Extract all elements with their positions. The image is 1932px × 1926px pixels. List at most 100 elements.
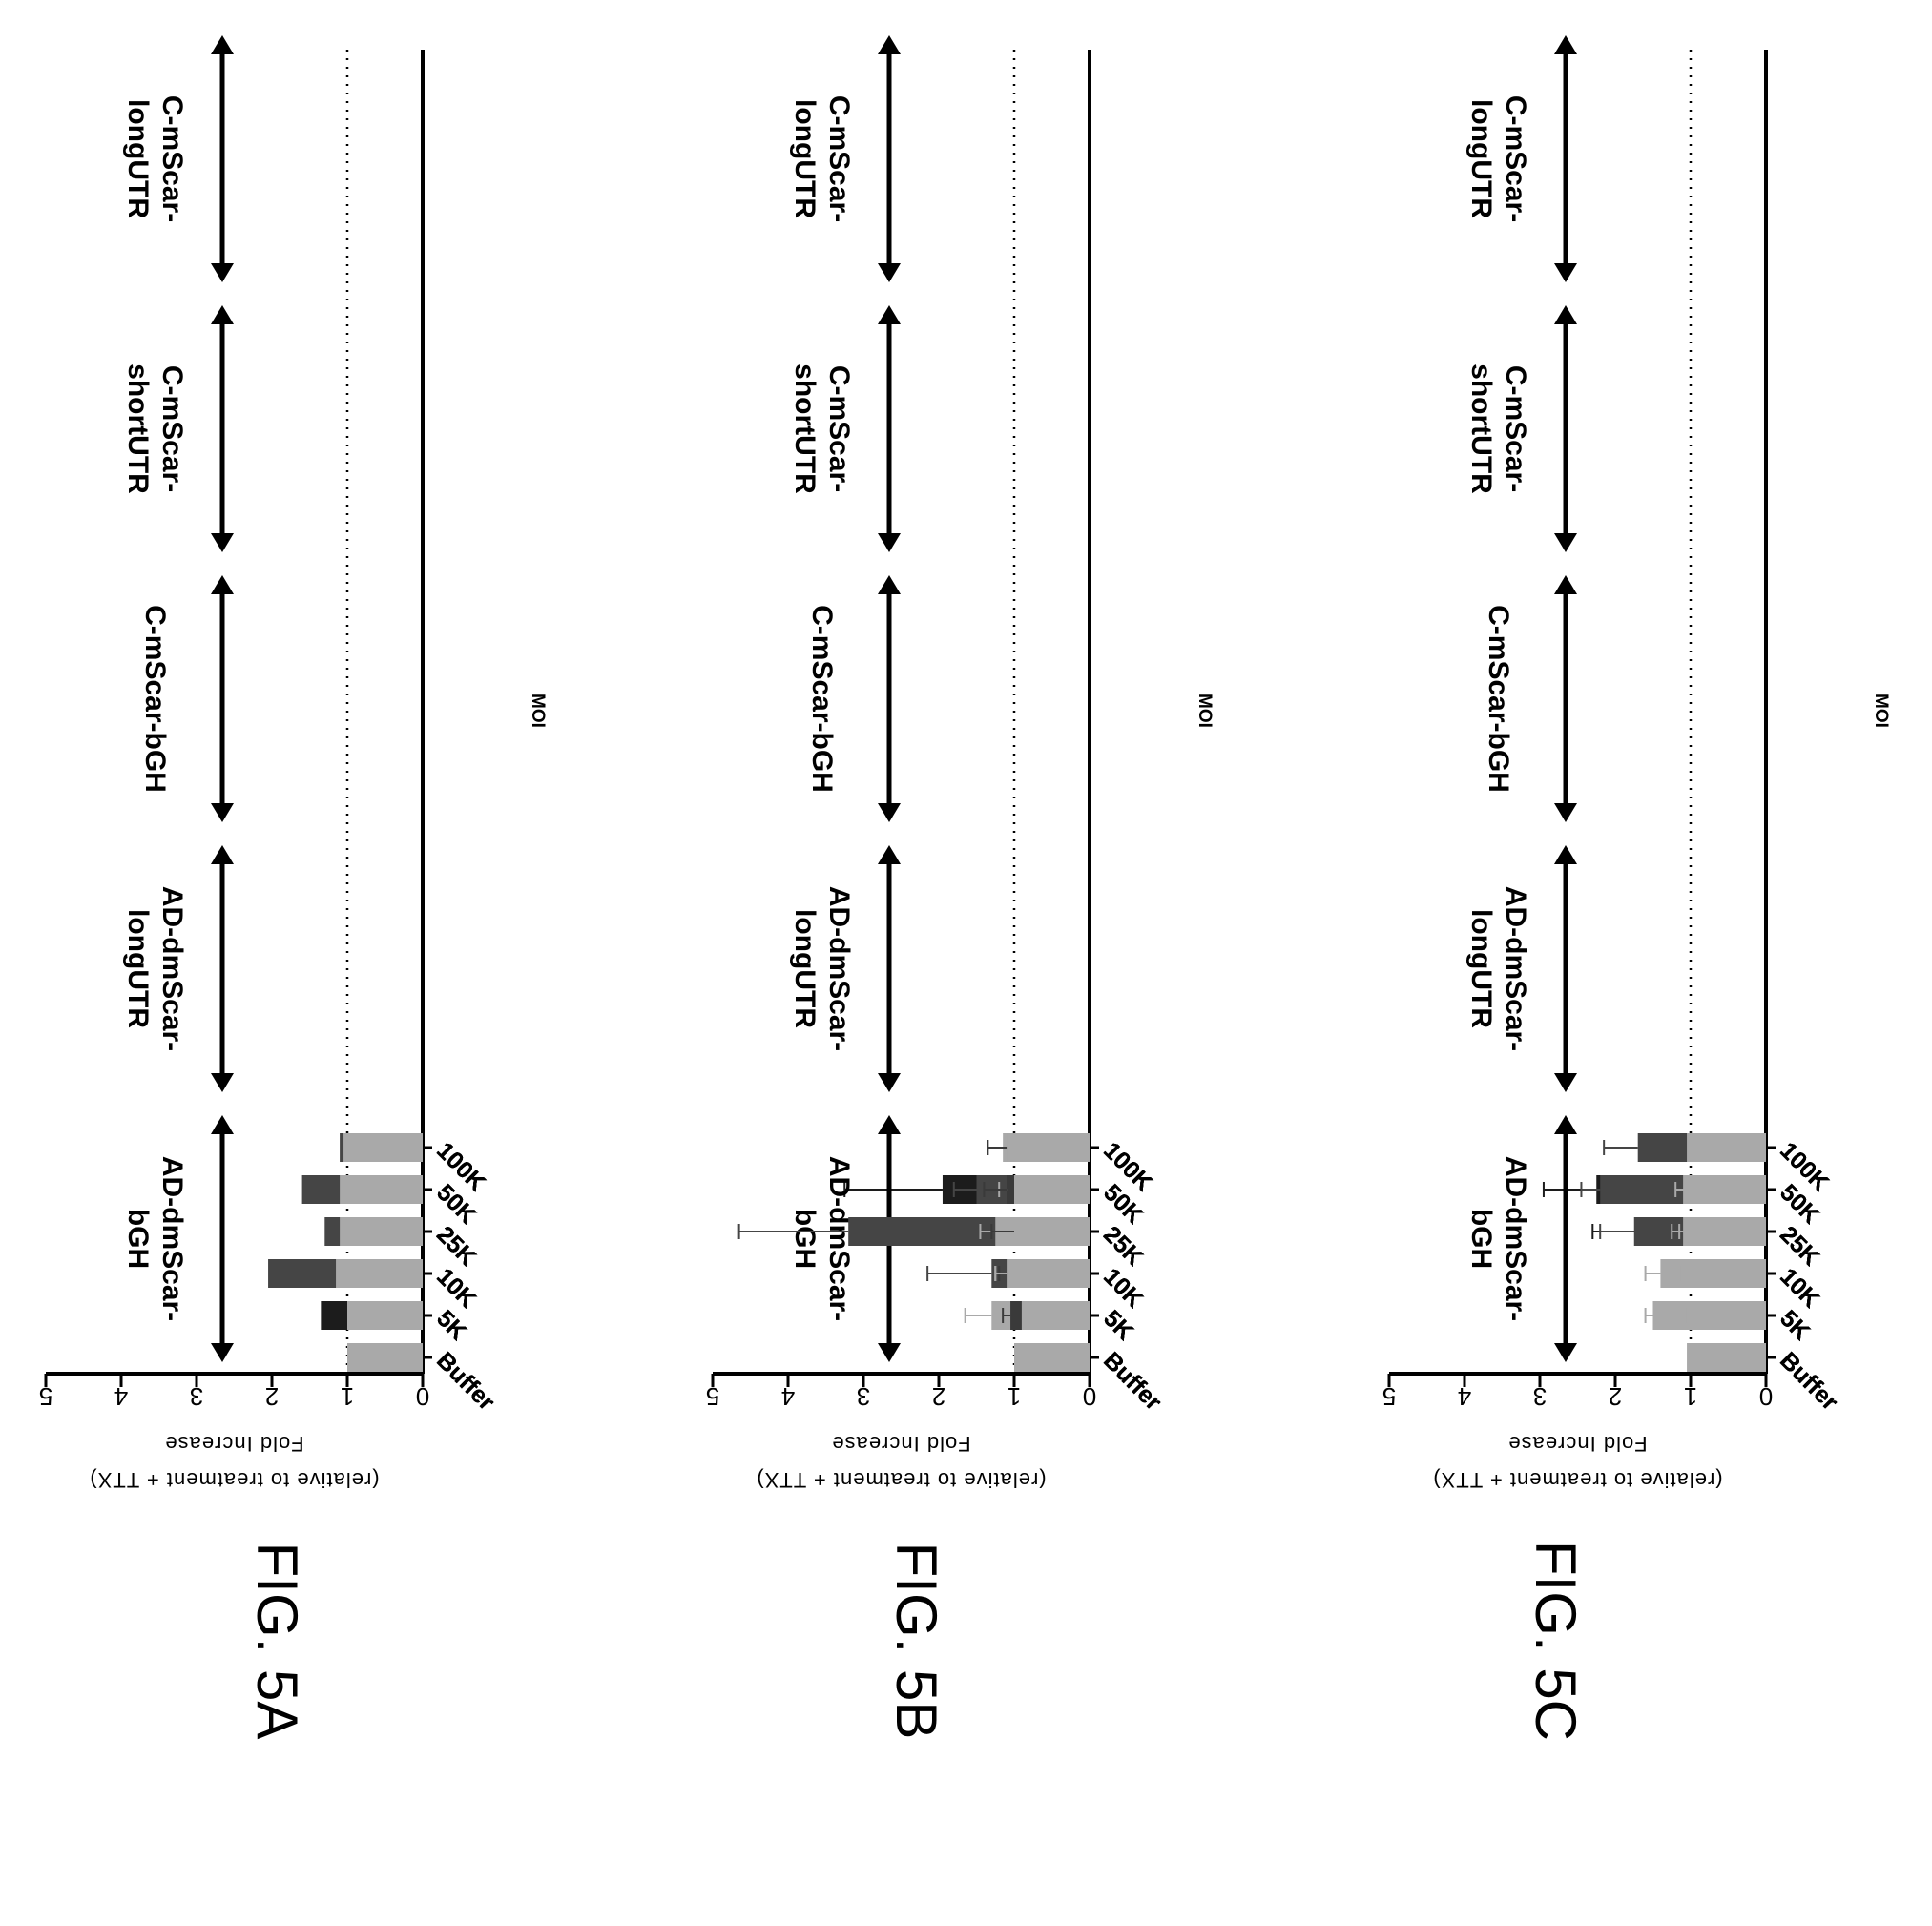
value-tick-label: 1 [1008, 1382, 1021, 1411]
bar [1683, 1217, 1766, 1246]
arrowhead-down-icon [211, 1073, 234, 1092]
value-axis: 0 1 2 3 4 5 Fold Increase (relative to treatmen… [1382, 1372, 1773, 1492]
value-tick-label: 3 [190, 1382, 203, 1411]
arrowhead-up-icon [211, 845, 234, 864]
group-label: C-mScar-longUTR [122, 95, 188, 222]
arrowhead-up-icon [211, 305, 234, 324]
bar [1687, 1343, 1766, 1372]
arrowhead-up-icon [878, 575, 901, 594]
value-tick-label: 3 [857, 1382, 870, 1411]
arrowhead-up-icon [878, 305, 901, 324]
arrowhead-up-icon [211, 575, 234, 594]
arrowhead-down-icon [878, 533, 901, 552]
category-tick-label: Buffer [1098, 1347, 1167, 1416]
group-label: C-mScar-shortUTR [789, 363, 855, 494]
group-label: C-mScar-longUTR [1465, 95, 1531, 222]
bar [336, 1259, 423, 1288]
arrowhead-down-icon [878, 803, 901, 822]
arrowhead-up-icon [1554, 845, 1577, 864]
arrowhead-down-icon [1554, 1073, 1577, 1092]
group-label: AD-dmScar-longUTR [789, 886, 855, 1051]
group-label: AD-dmScar-bGH [789, 1156, 855, 1321]
value-tick-label: 0 [1083, 1382, 1096, 1411]
bar [1691, 1133, 1766, 1162]
bar [343, 1133, 423, 1162]
arrowhead-down-icon [1554, 533, 1577, 552]
arrowhead-up-icon [211, 35, 234, 54]
arrowhead-down-icon [1554, 263, 1577, 282]
bar [1014, 1217, 1090, 1246]
category-tick-label: 10K [1775, 1263, 1824, 1313]
bar [347, 1343, 423, 1372]
value-tick-label: 5 [1382, 1382, 1396, 1411]
arrowhead-up-icon [878, 845, 901, 864]
group-label: C-mScar-bGH [1483, 605, 1514, 793]
arrowhead-up-icon [1554, 1115, 1577, 1134]
arrowhead-down-icon [878, 1073, 901, 1092]
group-label: AD-dmScar-bGH [1465, 1156, 1531, 1321]
figure-label-5b: FIG. 5B [884, 1543, 948, 1740]
value-tick-label: 0 [1759, 1382, 1773, 1411]
value-tick-label: 4 [114, 1382, 128, 1411]
category-tick-label: 100K [431, 1137, 490, 1196]
value-tick-label: 1 [1684, 1382, 1697, 1411]
arrowhead-up-icon [1554, 575, 1577, 594]
value-axis: 0 1 2 3 4 5 Fold Increase (relative to treatmen… [706, 1372, 1096, 1492]
value-axis-title: Fold Increase (relative to treatment + TT… [89, 1432, 379, 1492]
bar [1014, 1343, 1090, 1372]
arrowhead-down-icon [878, 263, 901, 282]
category-tick-label: 5K [1775, 1305, 1815, 1345]
chart-panel-5c: 0 1 2 3 4 5 Fold Increase (relative to treatmen… [1382, 35, 1891, 1492]
category-axis-title: MOI [1195, 694, 1215, 728]
bar [1021, 1301, 1090, 1330]
group-label: AD-dmScar-longUTR [122, 886, 188, 1051]
category-tick-label: 25K [1775, 1221, 1824, 1271]
value-tick-label: 1 [341, 1382, 354, 1411]
arrowhead-up-icon [211, 1115, 234, 1134]
arrowhead-down-icon [211, 263, 234, 282]
value-tick-label: 4 [1458, 1382, 1471, 1411]
value-axis-title: Fold Increase (relative to treatment + TT… [756, 1432, 1046, 1492]
category-tick-label: 25K [1098, 1221, 1148, 1271]
value-tick-label: 0 [416, 1382, 429, 1411]
figure-label-5a: FIG. 5A [245, 1543, 309, 1740]
category-tick-label: Buffer [431, 1347, 500, 1416]
value-tick-label: 4 [781, 1382, 795, 1411]
bar [1007, 1133, 1090, 1162]
category-tick-label: 5K [431, 1305, 471, 1345]
category-tick-label: 10K [431, 1263, 481, 1313]
bar [1687, 1175, 1766, 1204]
category-tick-label: 5K [1098, 1305, 1138, 1345]
category-tick-label: 100K [1775, 1137, 1834, 1196]
bar [347, 1301, 423, 1330]
arrowhead-down-icon [1554, 803, 1577, 822]
category-tick-label: 100K [1098, 1137, 1157, 1196]
category-axis-title: MOI [1871, 694, 1891, 728]
bar [1007, 1259, 1090, 1288]
value-tick-label: 5 [706, 1382, 719, 1411]
value-tick-label: 2 [265, 1382, 279, 1411]
value-axis: 0 1 2 3 4 5 Fold Increase (relative to treatmen… [39, 1372, 429, 1492]
category-tick-label: 10K [1098, 1263, 1148, 1313]
category-axis-title: MOI [528, 694, 548, 728]
chart-panel-5b: 0 1 2 3 4 5 Fold Increase (relative to treatmen… [706, 35, 1215, 1492]
bar [340, 1175, 423, 1204]
arrowhead-down-icon [211, 1343, 234, 1362]
value-tick-label: 2 [932, 1382, 945, 1411]
value-tick-label: 3 [1533, 1382, 1547, 1411]
bar [1687, 1259, 1766, 1288]
group-label: C-mScar-longUTR [789, 95, 855, 222]
group-label: AD-dmScar-longUTR [1465, 886, 1531, 1051]
chart-panel-5a: 0 1 2 3 4 5 Fold Increase (relative to treatmen… [39, 35, 548, 1492]
value-tick-label: 5 [39, 1382, 52, 1411]
category-tick-label: 25K [431, 1221, 481, 1271]
arrowhead-down-icon [211, 533, 234, 552]
group-label: AD-dmScar-bGH [122, 1156, 188, 1321]
arrowhead-down-icon [211, 803, 234, 822]
value-tick-label: 2 [1609, 1382, 1622, 1411]
arrowhead-down-icon [878, 1343, 901, 1362]
category-tick-label: Buffer [1775, 1347, 1843, 1416]
